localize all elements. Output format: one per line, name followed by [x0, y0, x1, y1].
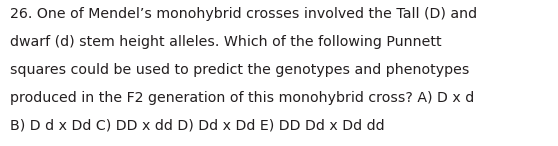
Text: produced in the F2 generation of this monohybrid cross? A) D x d: produced in the F2 generation of this mo… — [10, 91, 474, 105]
Text: 26. One of Mendel’s monohybrid crosses involved the Tall (D) and: 26. One of Mendel’s monohybrid crosses i… — [10, 7, 477, 21]
Text: B) D d x Dd C) DD x dd D) Dd x Dd E) DD Dd x Dd dd: B) D d x Dd C) DD x dd D) Dd x Dd E) DD … — [10, 118, 384, 132]
Text: squares could be used to predict the genotypes and phenotypes: squares could be used to predict the gen… — [10, 63, 469, 77]
Text: dwarf (d) stem height alleles. Which of the following Punnett: dwarf (d) stem height alleles. Which of … — [10, 35, 442, 49]
